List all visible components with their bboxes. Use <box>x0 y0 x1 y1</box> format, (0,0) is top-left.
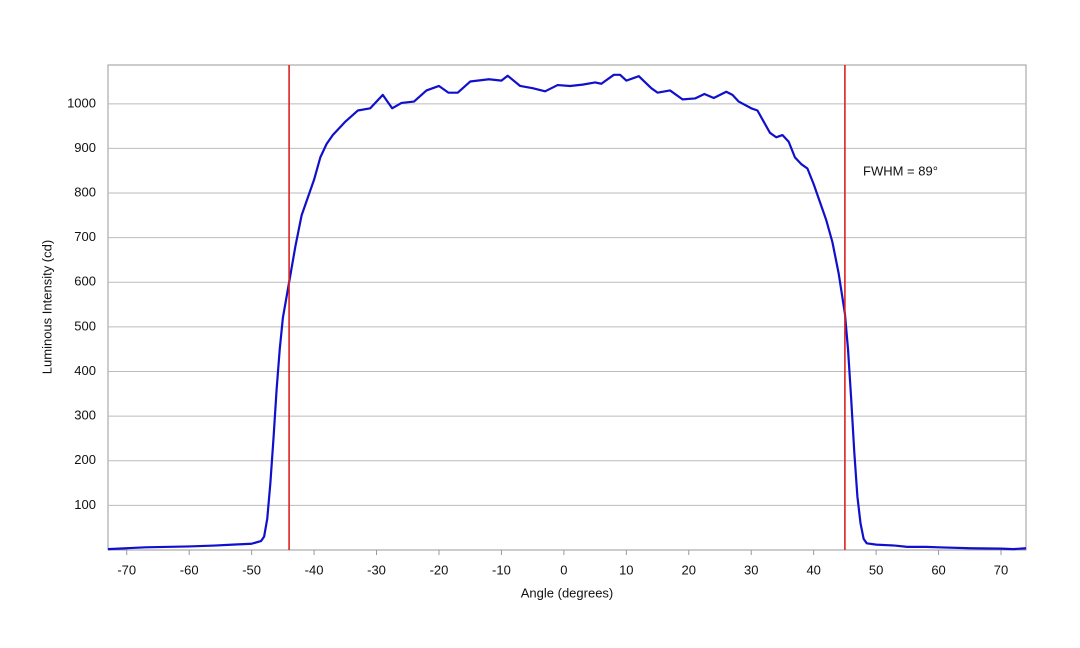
y-tick-label: 400 <box>74 363 96 378</box>
x-tick-label: 50 <box>869 562 883 577</box>
x-tick-label: -10 <box>492 562 511 577</box>
x-tick-label: 60 <box>931 562 945 577</box>
y-tick-label: 500 <box>74 318 96 333</box>
annotation: FWHM = 89° <box>863 163 938 178</box>
y-tick-label: 600 <box>74 274 96 289</box>
y-tick-label: 700 <box>74 229 96 244</box>
y-tick-label: 300 <box>74 408 96 423</box>
y-tick-label: 200 <box>74 452 96 467</box>
y-axis-label: Luminous Intensity (cd) <box>39 240 54 374</box>
y-tick-label: 100 <box>74 497 96 512</box>
x-tick-label: 0 <box>560 562 567 577</box>
x-axis-label: Angle (degrees) <box>521 585 614 600</box>
x-tick-label: -70 <box>117 562 136 577</box>
x-tick-label: 20 <box>682 562 696 577</box>
x-tick-label: -40 <box>305 562 324 577</box>
x-tick-label: 10 <box>619 562 633 577</box>
data-line <box>107 73 1027 551</box>
y-tick-label: 900 <box>74 140 96 155</box>
x-tick-label: 40 <box>806 562 820 577</box>
x-tick-label: 30 <box>744 562 758 577</box>
x-tick-label: -20 <box>430 562 449 577</box>
x-tick-label: 70 <box>994 562 1008 577</box>
x-tick-label: -50 <box>242 562 261 577</box>
y-tick-label: 800 <box>74 184 96 199</box>
x-tick-label: -60 <box>180 562 199 577</box>
x-tick-label: -30 <box>367 562 386 577</box>
y-tick-label: 1000 <box>67 95 96 110</box>
plot-frame <box>107 64 1027 551</box>
